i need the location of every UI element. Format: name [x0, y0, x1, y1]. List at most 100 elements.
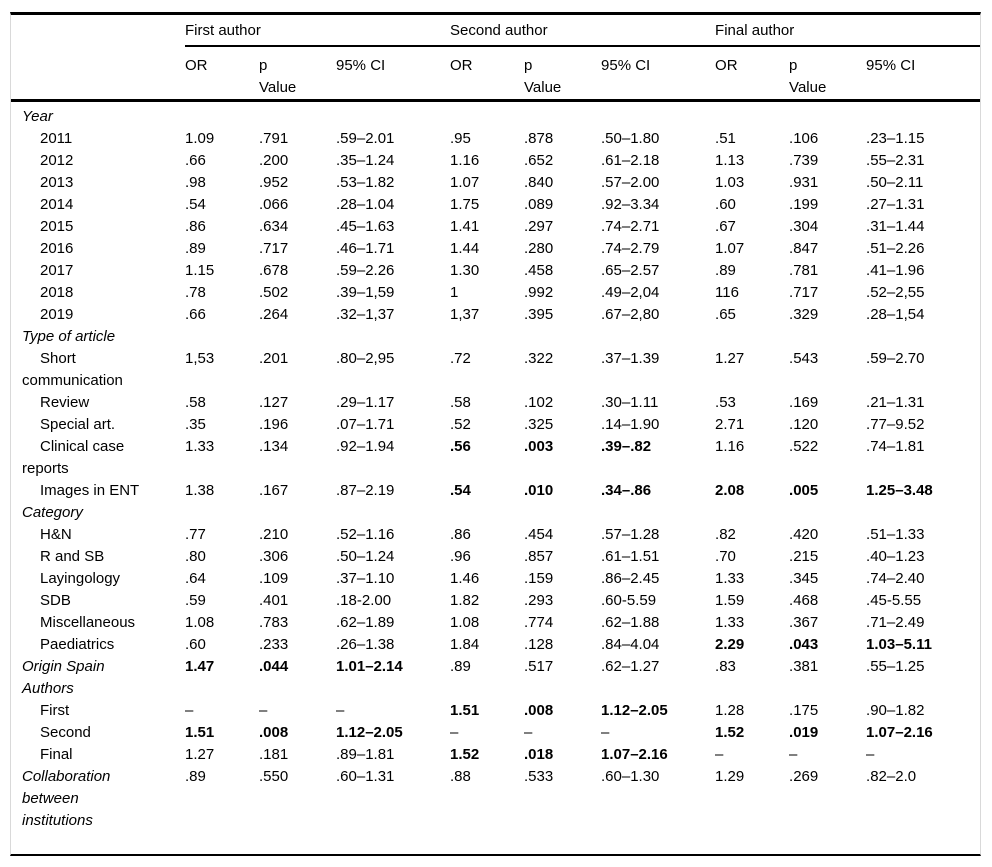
- value-cell: .64: [185, 570, 206, 587]
- value-cell: 1.01–2.14: [336, 658, 403, 675]
- table-row: Paediatrics .60 .233 .26–1.38 1.84 .128 .84–4.…: [11, 634, 980, 656]
- value-cell: .18-2.00: [336, 592, 392, 609]
- corner-cell: [11, 15, 185, 46]
- value-cell: .169: [789, 394, 819, 411]
- value-cell: .59: [185, 592, 206, 609]
- value-cell: .878: [524, 130, 554, 147]
- value-cell: .86: [450, 526, 471, 543]
- value-cell: 1.08: [185, 614, 215, 631]
- value-cell: .264: [259, 306, 289, 323]
- row-label: Category: [22, 504, 83, 521]
- value-cell: .201: [259, 350, 289, 367]
- row-label: 2017: [40, 262, 74, 279]
- value-cell: .60: [715, 196, 736, 213]
- value-cell: .089: [524, 196, 554, 213]
- value-cell: .454: [524, 526, 554, 543]
- value-cell: .30–1.11: [601, 394, 659, 411]
- value-cell: .74–2.79: [601, 240, 660, 257]
- value-cell: .86–2.45: [601, 570, 660, 587]
- value-cell: .31–1.44: [866, 218, 925, 235]
- row-label: Year: [22, 108, 53, 125]
- row-label: Final: [40, 746, 73, 763]
- value-cell: .127: [259, 394, 289, 411]
- value-cell: .84–4.04: [601, 636, 660, 653]
- row-label: R and SB: [40, 548, 105, 565]
- value-cell: –: [601, 724, 610, 741]
- table-row: Category: [11, 502, 980, 524]
- value-cell: .280: [524, 240, 554, 257]
- value-cell: 1.16: [450, 152, 480, 169]
- row-label: Type of article: [22, 328, 116, 345]
- value-cell: .840: [524, 174, 554, 191]
- value-cell: –: [524, 724, 533, 741]
- value-cell: .325: [524, 416, 554, 433]
- value-cell: .95: [450, 130, 471, 147]
- table-row: Review .58 .127 .29–1.17 .58 .102 .30–1.11 .53.…: [11, 392, 980, 414]
- column-header-p-value: p Value: [259, 46, 336, 102]
- value-cell: .522: [789, 438, 819, 455]
- value-cell: .58: [185, 394, 206, 411]
- value-cell: .74–1.81: [866, 438, 925, 455]
- value-cell: .88: [450, 768, 471, 785]
- table-row: Images in ENT 1.38 .167 .87–2.19 .54 .010 .34–…: [11, 480, 980, 502]
- table-row: Authors: [11, 678, 980, 700]
- value-cell: 1.03: [715, 174, 745, 191]
- value-cell: .54: [185, 196, 206, 213]
- value-cell: .322: [524, 350, 554, 367]
- value-cell: .134: [259, 438, 289, 455]
- value-cell: .51–2.26: [866, 240, 925, 257]
- value-cell: .199: [789, 196, 819, 213]
- value-cell: –: [185, 702, 194, 719]
- value-cell: .008: [259, 724, 289, 741]
- value-cell: .543: [789, 350, 819, 367]
- value-cell: 2.71: [715, 416, 745, 433]
- regression-results-table: First author Second author Final author …: [11, 15, 980, 832]
- column-header-row: OR p Value 95% CI OR p Value 95% CI OR p…: [11, 46, 980, 102]
- row-label: Collaboration between institutions: [22, 768, 111, 829]
- value-cell: .54: [450, 482, 471, 499]
- column-header-p-value: p Value: [524, 46, 602, 102]
- value-cell: 1.47: [185, 658, 215, 675]
- value-cell: .32–1,37: [336, 306, 395, 323]
- value-cell: .62–1.89: [336, 614, 395, 631]
- value-cell: .40–1.23: [866, 548, 925, 565]
- value-cell: 1.09: [185, 130, 215, 147]
- corner-cell: [11, 46, 185, 102]
- table-row: 2018 .78 .502 .39–1,59 1 .992 .49–2,04 116 .717.…: [11, 282, 980, 304]
- value-cell: .87–2.19: [336, 482, 395, 499]
- value-cell: .783: [259, 614, 289, 631]
- value-cell: .50–1.24: [336, 548, 395, 565]
- value-cell: .37–1.39: [601, 350, 660, 367]
- value-cell: 1.33: [185, 438, 215, 455]
- value-cell: .304: [789, 218, 819, 235]
- value-cell: 1.03–5.11: [866, 636, 932, 653]
- value-cell: 1.41: [450, 218, 480, 235]
- row-label: Miscellaneous: [40, 614, 136, 631]
- value-cell: .55–2.31: [866, 152, 925, 169]
- value-cell: .23–1.15: [866, 130, 925, 147]
- value-cell: .60–1.30: [601, 768, 660, 785]
- value-cell: .181: [259, 746, 289, 763]
- value-cell: .34–.86: [601, 482, 652, 499]
- value-cell: .78: [185, 284, 206, 301]
- value-cell: 1.07–2.16: [601, 746, 668, 763]
- value-cell: 1.07–2.16: [866, 724, 933, 741]
- value-cell: .329: [789, 306, 819, 323]
- value-cell: .51–1.33: [866, 526, 925, 543]
- value-cell: .74–2.40: [866, 570, 925, 587]
- value-cell: .35–1.24: [336, 152, 395, 169]
- table-row: Layingology .64 .109 .37–1.10 1.46 .159 .86–2.…: [11, 568, 980, 590]
- value-cell: .60: [185, 636, 206, 653]
- value-cell: .774: [524, 614, 554, 631]
- value-cell: .50–1.80: [601, 130, 660, 147]
- value-cell: .120: [789, 416, 819, 433]
- column-header-ci: 95% CI: [866, 46, 980, 102]
- value-cell: .005: [789, 482, 819, 499]
- value-cell: .128: [524, 636, 554, 653]
- value-cell: .109: [259, 570, 289, 587]
- value-cell: .52–1.16: [336, 526, 395, 543]
- table-row: 2014 .54 .066 .28–1.04 1.75 .089 .92–3.34 .60 .1…: [11, 194, 980, 216]
- value-cell: .80: [185, 548, 206, 565]
- table-row: Type of article: [11, 326, 980, 348]
- value-cell: –: [789, 746, 798, 763]
